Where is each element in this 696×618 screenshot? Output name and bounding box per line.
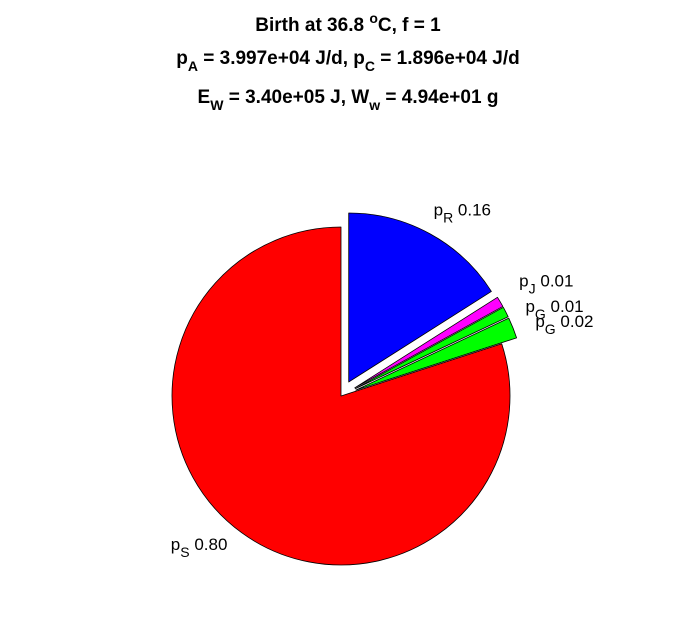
- pie-slice-1: [348, 212, 492, 383]
- title-line-1: Birth at 36.8 oC, f = 1: [255, 10, 441, 36]
- slice-label-4: pG 0.02: [535, 312, 593, 337]
- pie-slice-3: [354, 306, 509, 390]
- pie-slice-4: [355, 317, 518, 391]
- slice-label-5: pS 0.80: [171, 535, 228, 560]
- chart-title: Birth at 36.8 oC, f = 1 pA = 3.997e+04 J/…: [176, 10, 519, 113]
- slice-label-2: pJ 0.01: [519, 272, 573, 297]
- slice-label-1: pR 0.16: [434, 200, 491, 225]
- pie-slices: [171, 212, 518, 566]
- title-line-3: EW = 3.40e+05 J, Ww = 4.94e+01 g: [198, 87, 499, 113]
- slice-label-3: pG 0.01: [525, 297, 583, 322]
- pie-slice-2: [354, 296, 504, 389]
- title-line-2: pA = 3.997e+04 J/d, pC = 1.896e+04 J/d: [176, 48, 519, 74]
- pie-slice-5: [171, 226, 511, 566]
